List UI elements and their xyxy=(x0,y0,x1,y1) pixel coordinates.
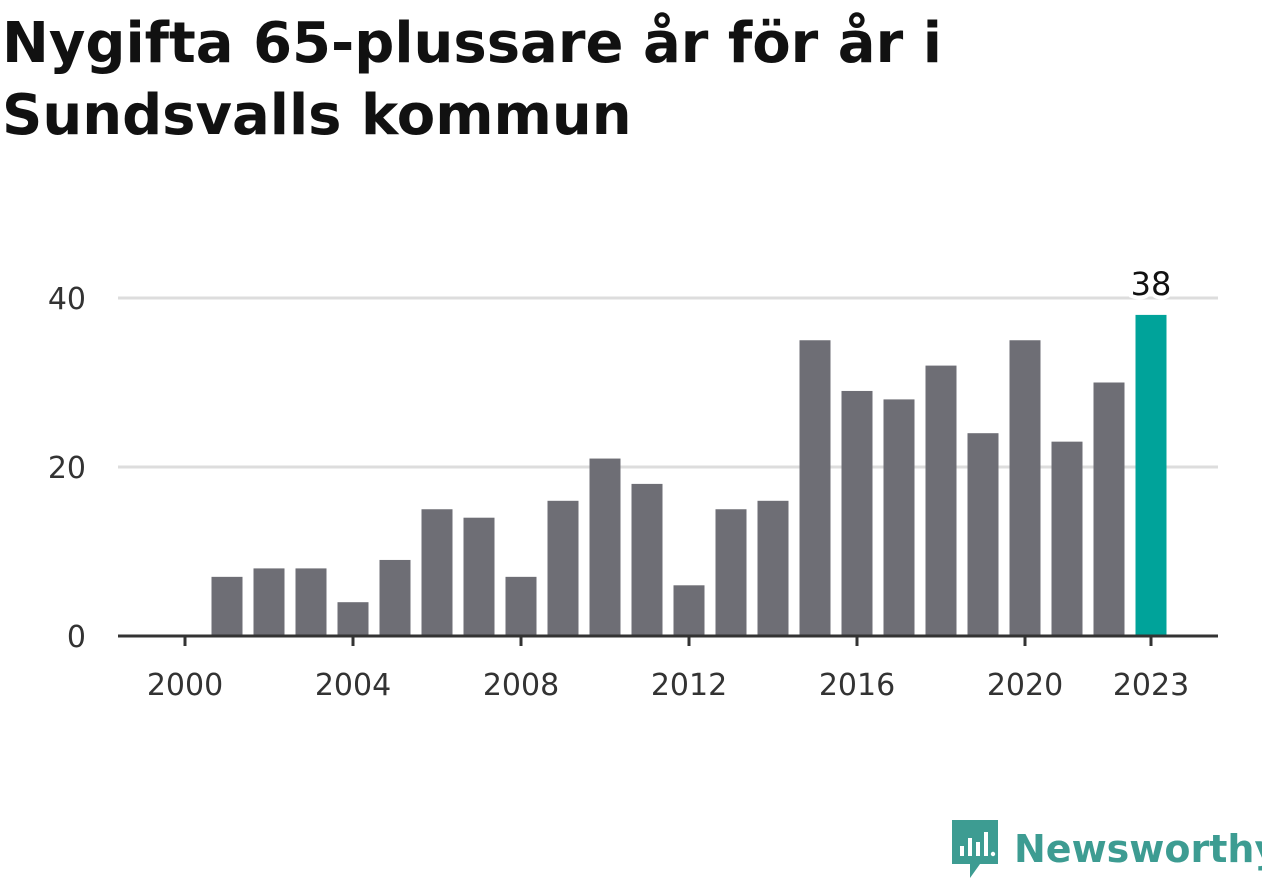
bar-2021 xyxy=(1051,441,1083,636)
axes xyxy=(118,634,1218,646)
bar-2011 xyxy=(631,483,663,636)
y-tick-label: 40 xyxy=(48,282,86,317)
bar-2006 xyxy=(421,509,453,636)
labels: 0 20 40 2000 2004 2008 2012 2016 2020 2023 38 xyxy=(48,261,1189,703)
bar-2010 xyxy=(589,458,621,636)
x-tick-label: 2016 xyxy=(819,668,895,703)
bar-2020 xyxy=(1009,340,1041,636)
bar-2016 xyxy=(841,390,873,636)
bar-2017 xyxy=(883,399,915,636)
bar-2022 xyxy=(1093,382,1125,636)
newsworthy-logo-icon xyxy=(952,820,998,878)
brand-name: Newsworthy xyxy=(1014,827,1262,871)
data-label-highlight: 38 xyxy=(1131,265,1172,303)
x-tick-label: 2000 xyxy=(147,668,223,703)
x-tick-label: 2023 xyxy=(1113,668,1189,703)
bar-2009 xyxy=(547,500,579,636)
bar-2023 xyxy=(1135,314,1167,636)
x-tick-label: 2004 xyxy=(315,668,391,703)
bar-2015 xyxy=(799,340,831,636)
x-tick-label: 2012 xyxy=(651,668,727,703)
bar-2008 xyxy=(505,576,537,636)
bar-2014 xyxy=(757,500,789,636)
bar-2018 xyxy=(925,365,957,636)
x-tick-label: 2020 xyxy=(987,668,1063,703)
chart-title: Nygifta 65-plussare år för år i Sundsval… xyxy=(2,11,942,148)
bar-2005 xyxy=(379,559,411,636)
bar-2004 xyxy=(337,602,369,636)
y-tick-label: 0 xyxy=(67,620,86,655)
bar-2007 xyxy=(463,517,495,636)
bar-2019 xyxy=(967,433,999,636)
bar-2003 xyxy=(295,568,327,636)
bar-2013 xyxy=(715,509,747,636)
brand-logo: Newsworthy xyxy=(950,818,1262,880)
bar-2012 xyxy=(673,585,705,636)
y-tick-label: 20 xyxy=(48,451,86,486)
bars xyxy=(211,314,1167,636)
bar-2001 xyxy=(211,576,243,636)
bar-2002 xyxy=(253,568,285,636)
x-tick-label: 2008 xyxy=(483,668,559,703)
